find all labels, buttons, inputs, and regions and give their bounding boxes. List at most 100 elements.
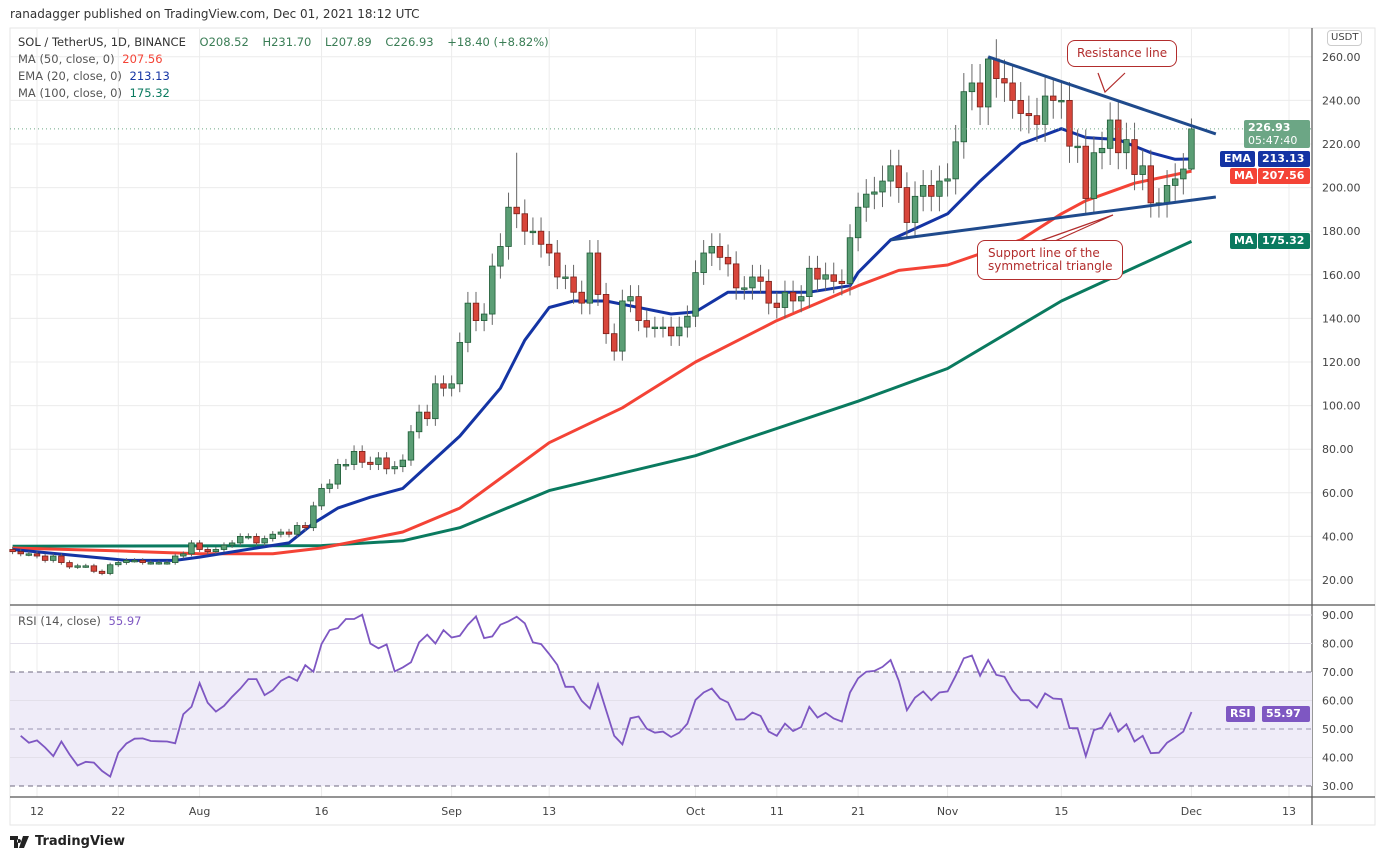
candle-down [789, 280, 797, 313]
candle-body [1098, 147, 1106, 154]
candle-down [58, 553, 65, 565]
candle-body [188, 542, 195, 555]
candle-body [440, 383, 447, 389]
candle-body [66, 562, 73, 568]
candle-body [375, 457, 382, 465]
candle-body [1001, 78, 1008, 84]
ema20-legend[interactable]: EMA (20, close, 0) 213.13 [18, 69, 174, 83]
x-tick-label: 16 [315, 805, 329, 818]
candle-body [667, 326, 675, 337]
candle-up [822, 262, 829, 292]
candle-body [887, 165, 894, 182]
candle-body [50, 555, 57, 561]
candle-body [863, 193, 870, 208]
candle-down [513, 152, 520, 229]
candle-up [489, 253, 496, 325]
candle-up [1123, 122, 1130, 170]
candle-body [1115, 119, 1122, 154]
candle-up [480, 303, 488, 332]
rsi-tick-label: 60.00 [1322, 695, 1354, 708]
candle-body [432, 383, 439, 420]
candle-body [497, 246, 504, 267]
candle-body [285, 531, 293, 535]
candle-body [196, 542, 203, 550]
candle-body [277, 531, 285, 535]
candle-down [1033, 97, 1041, 142]
candle-up [171, 553, 179, 565]
candle-down [611, 323, 618, 361]
candle-down [1082, 129, 1089, 214]
candle-body [1058, 100, 1065, 103]
candle-body [919, 185, 927, 197]
candle-up [887, 149, 894, 197]
candle-body [944, 178, 951, 182]
y-tick-label: 180.00 [1322, 225, 1361, 238]
candle-body [684, 315, 691, 328]
y-tick-label: 120.00 [1322, 356, 1361, 369]
candle-down [253, 533, 260, 546]
candle-body [822, 274, 829, 280]
candle-body [261, 538, 268, 544]
candle-up [497, 233, 504, 279]
candle-up [944, 163, 951, 197]
candle-up [968, 64, 976, 111]
candle-body [1066, 100, 1073, 147]
support-callout[interactable]: Support line of the symmetrical triangle [977, 240, 1124, 280]
candle-body [163, 562, 171, 565]
candle-body [545, 243, 553, 254]
ma100-legend[interactable]: MA (100, close, 0) 175.32 [18, 86, 174, 100]
candle-up [879, 165, 886, 208]
candle-body [757, 276, 764, 282]
candle-body [635, 296, 642, 321]
x-tick-label: 13 [542, 805, 556, 818]
candle-up [741, 276, 748, 300]
ema20-label: EMA (20, close, 0) [18, 69, 122, 83]
candle-up [952, 124, 959, 195]
candle-body [1041, 95, 1049, 125]
support-callout-line2: symmetrical triangle [988, 259, 1113, 273]
candle-up [212, 546, 220, 555]
candle-down [667, 316, 675, 346]
candle-body [1017, 100, 1024, 114]
rsi-legend[interactable]: RSI (14, close) 55.97 [18, 614, 145, 628]
candle-down [1009, 64, 1016, 119]
candle-up [1106, 102, 1114, 165]
candle-body [269, 533, 276, 539]
rsi-tick-label: 30.00 [1322, 780, 1354, 793]
candle-body [838, 280, 846, 284]
y-tick-label: 140.00 [1322, 312, 1361, 325]
candle-body [529, 230, 537, 234]
candle-body [58, 555, 65, 563]
support-trendline [890, 195, 1217, 242]
candle-body [407, 431, 415, 461]
currency-button[interactable]: USDT [1327, 30, 1363, 46]
ma50-legend[interactable]: MA (50, close, 0) 207.56 [18, 52, 167, 66]
candle-down [1131, 122, 1138, 191]
candle-up [448, 375, 455, 397]
candle-down [830, 262, 837, 294]
candle-body [489, 265, 496, 315]
candle-up [1171, 163, 1179, 201]
ohlc-high: H231.70 [262, 35, 312, 49]
candle-body [968, 82, 976, 93]
candle-up [700, 240, 707, 285]
candle-up [619, 289, 626, 361]
symbol-name[interactable]: SOL / TetherUS, 1D, BINANCE [18, 35, 186, 49]
candle-body [928, 185, 935, 197]
candle-up [318, 483, 325, 511]
candle-up [391, 461, 398, 475]
resistance-callout[interactable]: Resistance line [1067, 40, 1178, 67]
candle-body [1009, 82, 1016, 101]
x-tick-label: Nov [937, 805, 959, 818]
candle-up [82, 563, 89, 568]
candle-up [1139, 149, 1146, 191]
candle-up [188, 540, 195, 557]
candle-up [155, 560, 163, 565]
candle-up [350, 445, 358, 471]
candle-body [399, 459, 407, 468]
candle-body [627, 296, 634, 302]
tradingview-logo[interactable]: TradingView [10, 834, 125, 849]
rsi-legend-value: 55.97 [108, 614, 142, 628]
candle-down [554, 240, 561, 290]
